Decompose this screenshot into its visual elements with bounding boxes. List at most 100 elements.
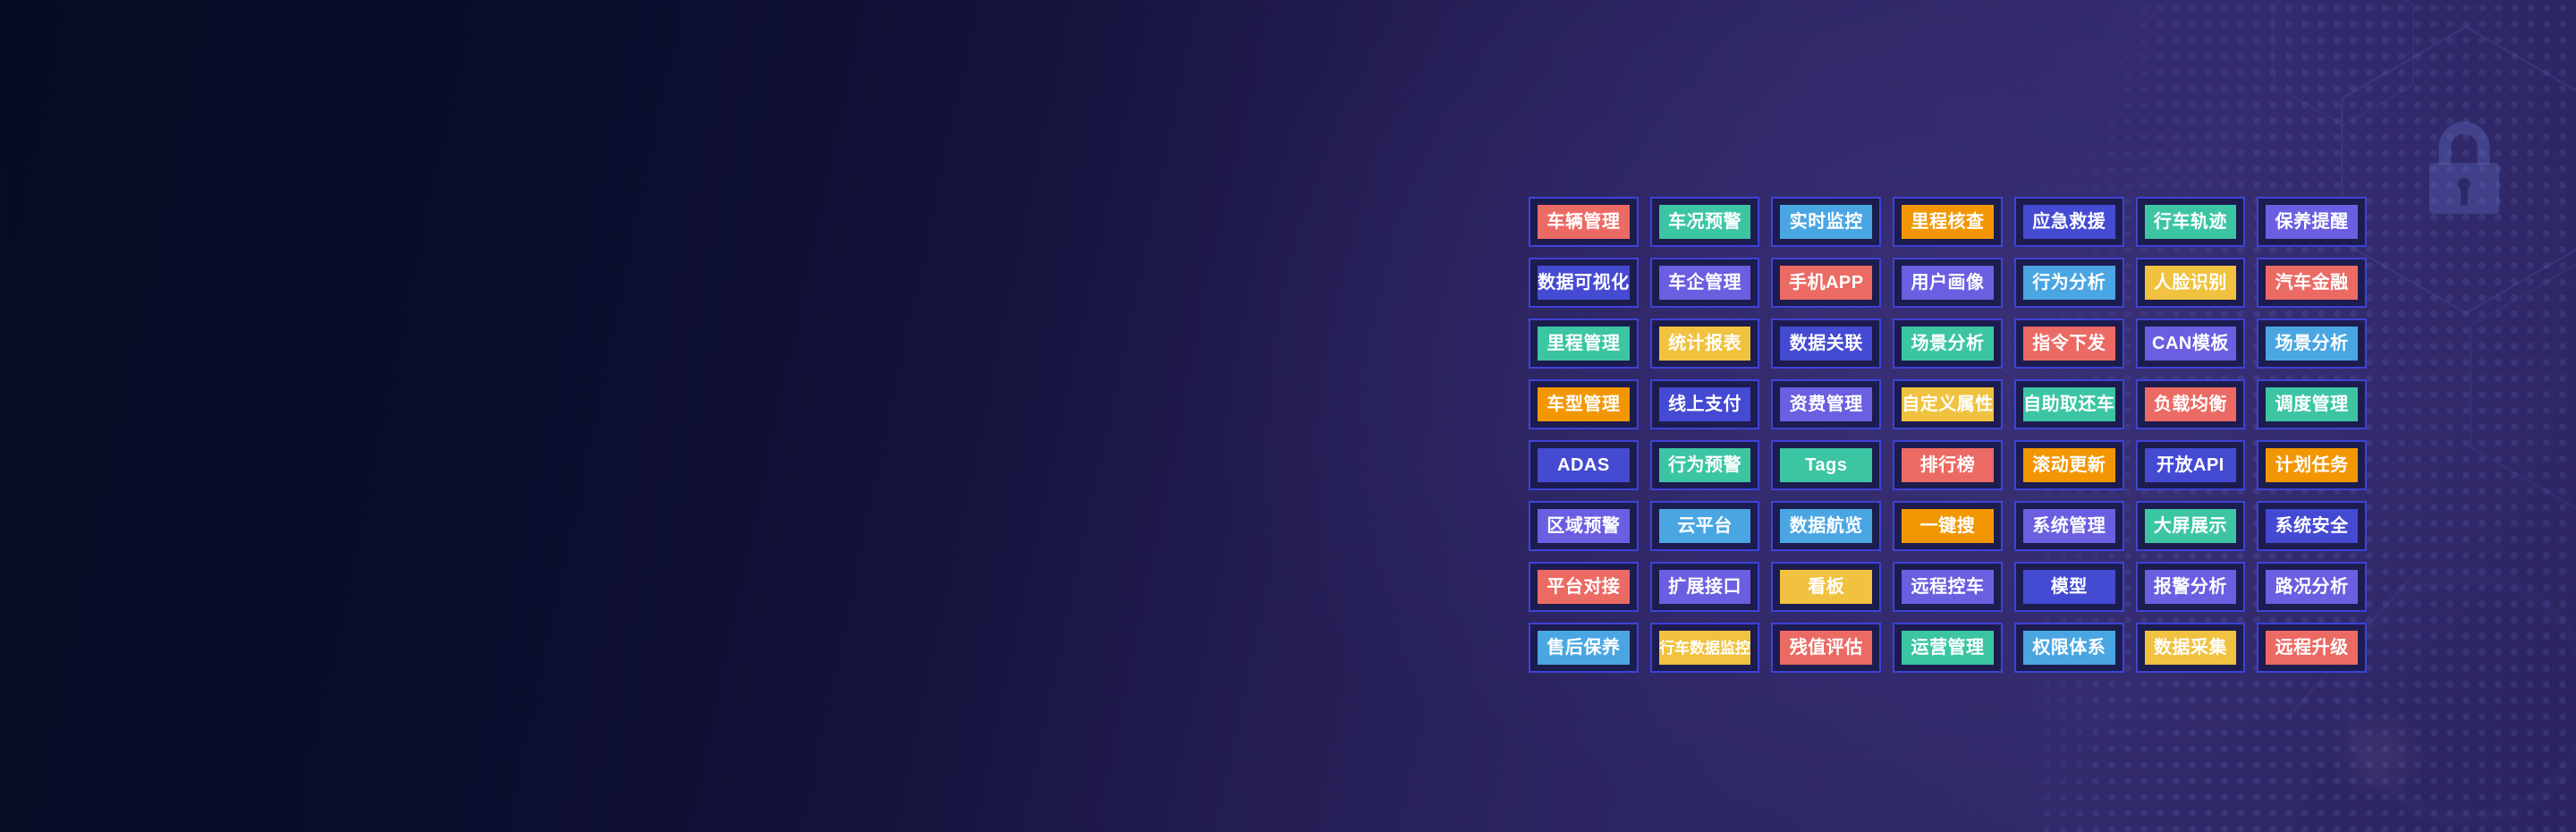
feature-cell[interactable]: 行车数据监控 [1649, 623, 1760, 673]
feature-cell[interactable]: ADAS [1529, 440, 1639, 490]
feature-label: 调度管理 [2266, 387, 2358, 421]
feature-cell[interactable]: 汽车金融 [2257, 258, 2367, 308]
feature-label: 行为预警 [1658, 448, 1751, 482]
feature-cell[interactable]: 平台对接 [1529, 562, 1639, 612]
feature-label: 里程核查 [1902, 205, 1994, 239]
feature-cell[interactable]: 排行榜 [1893, 440, 2003, 490]
feature-label: 行为分析 [2022, 266, 2115, 300]
feature-cell[interactable]: 实时监控 [1771, 197, 1882, 247]
feature-cell[interactable]: 系统安全 [2257, 501, 2367, 551]
feature-label: 计划任务 [2266, 448, 2358, 482]
feature-cell[interactable]: 运营管理 [1893, 623, 2003, 673]
feature-label: 车企管理 [1658, 266, 1751, 300]
feature-label: 场景分析 [2266, 327, 2358, 361]
feature-label: Tags [1780, 448, 1873, 482]
feature-cell[interactable]: 扩展接口 [1649, 562, 1760, 612]
feature-cell[interactable]: Tags [1771, 440, 1882, 490]
feature-label: 应急救援 [2022, 205, 2115, 239]
feature-cell[interactable]: 滚动更新 [2013, 440, 2124, 490]
feature-label: 数据航览 [1780, 509, 1873, 543]
feature-cell[interactable]: 车辆管理 [1529, 197, 1639, 247]
feature-cell[interactable]: 数据采集 [2135, 623, 2246, 673]
feature-label: 保养提醒 [2266, 205, 2358, 239]
feature-cell[interactable]: 云平台 [1649, 501, 1760, 551]
feature-cell[interactable]: 自助取还车 [2013, 379, 2124, 429]
feature-cell[interactable]: 报警分析 [2135, 562, 2246, 612]
feature-grid: 车辆管理 车况预警 实时监控 里程核查 应急救援 行车轨迹 保养提醒 数据可视化… [1529, 197, 2367, 673]
feature-label: 数据可视化 [1538, 266, 1630, 300]
feature-label: 自定义属性 [1902, 387, 1994, 421]
feature-cell[interactable]: 人脸识别 [2135, 258, 2246, 308]
feature-cell[interactable]: 数据航览 [1771, 501, 1882, 551]
soft-glow-decoration [2334, 707, 2428, 801]
feature-cell[interactable]: 里程管理 [1529, 318, 1639, 369]
feature-label: 人脸识别 [2144, 266, 2237, 300]
feature-cell[interactable]: 计划任务 [2257, 440, 2367, 490]
feature-cell[interactable]: 线上支付 [1649, 379, 1760, 429]
feature-label: 模型 [2022, 570, 2115, 604]
feature-cell[interactable]: 车型管理 [1529, 379, 1639, 429]
feature-label: 里程管理 [1538, 327, 1630, 361]
feature-label: 路况分析 [2266, 570, 2358, 604]
feature-cell[interactable]: CAN模板 [2135, 318, 2246, 369]
feature-cell[interactable]: 行车轨迹 [2135, 197, 2246, 247]
feature-label: 系统管理 [2022, 509, 2115, 543]
feature-cell[interactable]: 一键搜 [1893, 501, 2003, 551]
feature-cell[interactable]: 远程升级 [2257, 623, 2367, 673]
feature-label: 扩展接口 [1658, 570, 1751, 604]
feature-cell[interactable]: 行为分析 [2013, 258, 2124, 308]
feature-cell[interactable]: 里程核查 [1893, 197, 2003, 247]
feature-label: 数据关联 [1780, 327, 1873, 361]
feature-cell[interactable]: 保养提醒 [2257, 197, 2367, 247]
feature-label: ADAS [1538, 448, 1630, 482]
feature-cell[interactable]: 路况分析 [2257, 562, 2367, 612]
feature-label: 用户画像 [1902, 266, 1994, 300]
feature-label: 线上支付 [1658, 387, 1751, 421]
feature-label: 系统安全 [2266, 509, 2358, 543]
feature-label: 车况预警 [1658, 205, 1751, 239]
feature-cell[interactable]: 资费管理 [1771, 379, 1882, 429]
feature-cell[interactable]: 负载均衡 [2135, 379, 2246, 429]
feature-cell[interactable]: 数据可视化 [1529, 258, 1639, 308]
feature-cell[interactable]: 场景分析 [1893, 318, 2003, 369]
feature-cell[interactable]: 自定义属性 [1893, 379, 2003, 429]
feature-label: 行车数据监控 [1658, 631, 1751, 665]
feature-cell[interactable]: 远程控车 [1893, 562, 2003, 612]
feature-cell[interactable]: 系统管理 [2013, 501, 2124, 551]
feature-cell[interactable]: 手机APP [1771, 258, 1882, 308]
circle-glow-decoration [2343, 573, 2576, 823]
feature-label: 手机APP [1780, 266, 1873, 300]
feature-cell[interactable]: 指令下发 [2013, 318, 2124, 369]
feature-cell[interactable]: 残值评估 [1771, 623, 1882, 673]
feature-cell[interactable]: 车况预警 [1649, 197, 1760, 247]
feature-cell[interactable]: 区域预警 [1529, 501, 1639, 551]
feature-label: 大屏展示 [2144, 509, 2237, 543]
feature-cell[interactable]: 数据关联 [1771, 318, 1882, 369]
feature-label: 远程控车 [1902, 570, 1994, 604]
feature-cell[interactable]: 权限体系 [2013, 623, 2124, 673]
feature-label: 行车轨迹 [2144, 205, 2237, 239]
feature-cell[interactable]: 行为预警 [1649, 440, 1760, 490]
feature-label: 云平台 [1658, 509, 1751, 543]
feature-label: 指令下发 [2022, 327, 2115, 361]
feature-cell[interactable]: 看板 [1771, 562, 1882, 612]
feature-label: 残值评估 [1780, 631, 1873, 665]
feature-cell[interactable]: 统计报表 [1649, 318, 1760, 369]
feature-cell[interactable]: 开放API [2135, 440, 2246, 490]
feature-label: 区域预警 [1538, 509, 1630, 543]
feature-label: 负载均衡 [2144, 387, 2237, 421]
feature-label: 车辆管理 [1538, 205, 1630, 239]
feature-cell[interactable]: 模型 [2013, 562, 2124, 612]
feature-cell[interactable]: 车企管理 [1649, 258, 1760, 308]
feature-label: 远程升级 [2266, 631, 2358, 665]
feature-label: 车型管理 [1538, 387, 1630, 421]
feature-cell[interactable]: 场景分析 [2257, 318, 2367, 369]
feature-cell[interactable]: 应急救援 [2013, 197, 2124, 247]
feature-cell[interactable]: 用户画像 [1893, 258, 2003, 308]
feature-cell[interactable]: 售后保养 [1529, 623, 1639, 673]
feature-label: 运营管理 [1902, 631, 1994, 665]
feature-cell[interactable]: 调度管理 [2257, 379, 2367, 429]
feature-label: 一键搜 [1902, 509, 1994, 543]
feature-cell[interactable]: 大屏展示 [2135, 501, 2246, 551]
feature-label: 开放API [2144, 448, 2237, 482]
